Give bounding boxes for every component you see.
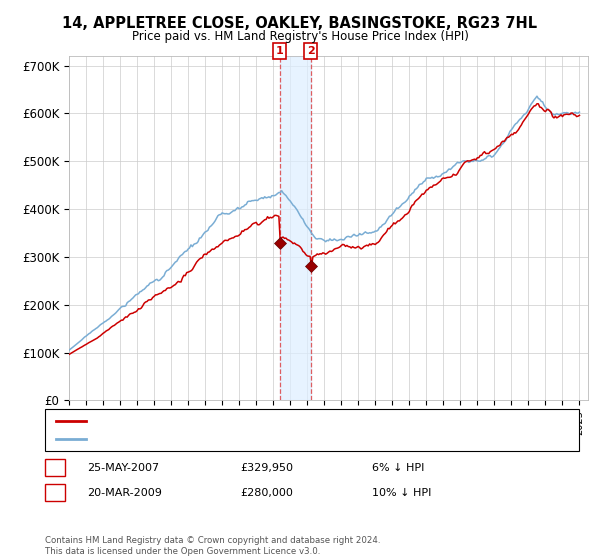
Text: £280,000: £280,000 xyxy=(240,488,293,498)
Text: 20-MAR-2009: 20-MAR-2009 xyxy=(87,488,162,498)
Text: Price paid vs. HM Land Registry's House Price Index (HPI): Price paid vs. HM Land Registry's House … xyxy=(131,30,469,43)
Text: 6% ↓ HPI: 6% ↓ HPI xyxy=(372,463,424,473)
Text: 25-MAY-2007: 25-MAY-2007 xyxy=(87,463,159,473)
Text: Contains HM Land Registry data © Crown copyright and database right 2024.
This d: Contains HM Land Registry data © Crown c… xyxy=(45,536,380,556)
Text: 2: 2 xyxy=(51,488,59,498)
Text: 2: 2 xyxy=(307,46,314,56)
Text: £329,950: £329,950 xyxy=(240,463,293,473)
Text: 10% ↓ HPI: 10% ↓ HPI xyxy=(372,488,431,498)
Text: 1: 1 xyxy=(276,46,284,56)
Bar xyxy=(280,56,311,400)
Text: 1: 1 xyxy=(51,463,59,473)
Text: 14, APPLETREE CLOSE, OAKLEY, BASINGSTOKE, RG23 7HL: 14, APPLETREE CLOSE, OAKLEY, BASINGSTOKE… xyxy=(62,16,538,31)
Text: 14, APPLETREE CLOSE, OAKLEY, BASINGSTOKE, RG23 7HL (detached house): 14, APPLETREE CLOSE, OAKLEY, BASINGSTOKE… xyxy=(92,416,464,426)
Text: HPI: Average price, detached house, Basingstoke and Deane: HPI: Average price, detached house, Basi… xyxy=(92,434,388,444)
